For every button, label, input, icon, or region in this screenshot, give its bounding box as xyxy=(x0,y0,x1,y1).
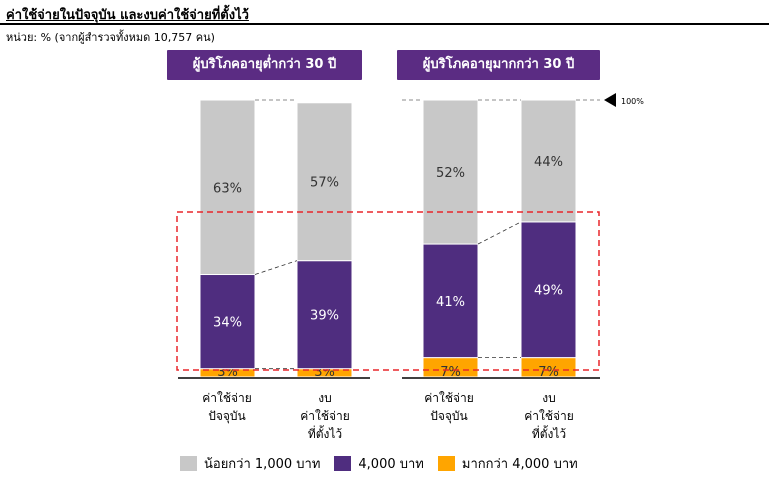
data-label-low-2: 52% xyxy=(436,166,465,181)
legend: น้อยกว่า 1,000 บาท 4,000 บาท มากกว่า 4,0… xyxy=(180,453,592,473)
data-label-high-2: 7% xyxy=(440,365,461,380)
category-label-current-over-30: ค่าใช้จ่าย ปัจจุบัน xyxy=(424,391,474,423)
legend-label-low: น้อยกว่า 1,000 บาท xyxy=(204,456,321,472)
connector-mid-0 xyxy=(254,260,298,275)
title-divider xyxy=(0,23,769,25)
group-label-under-30: ผู้บริโภคอายุต่ำกว่า 30 ปี xyxy=(167,50,362,80)
bar-segment-mid-2 xyxy=(422,243,479,359)
legend-label-high: มากกว่า 4,000 บาท xyxy=(461,456,578,472)
reference-line-label: 100% xyxy=(621,97,644,106)
data-label-high-3: 7% xyxy=(538,365,559,380)
bar-segment-low-2 xyxy=(422,99,479,245)
legend-item-high: มากกว่า 4,000 บาท xyxy=(437,453,578,474)
data-label-low-3: 44% xyxy=(534,155,563,170)
data-label-mid-0: 34% xyxy=(213,316,242,331)
category-label-budget-over-30: งบ ค่าใช้จ่าย ที่ตั้งไว้ xyxy=(524,391,574,441)
category-label-current-under-30: ค่าใช้จ่าย ปัจจุบัน xyxy=(202,391,252,423)
data-label-mid-1: 39% xyxy=(310,309,339,324)
unit-note: หน่วย: % (จากผู้สำรวจทั้งหมด 10,757 คน) xyxy=(6,31,215,44)
legend-item-low: น้อยกว่า 1,000 บาท xyxy=(180,453,320,474)
bar-segment-mid-1 xyxy=(296,260,353,370)
connector-mid-1 xyxy=(477,221,522,245)
reference-marker-icon xyxy=(604,93,616,107)
data-label-mid-3: 49% xyxy=(534,284,563,299)
legend-label-mid: 4,000 บาท xyxy=(358,456,424,472)
data-label-low-1: 57% xyxy=(310,176,339,191)
highlight-box xyxy=(176,211,600,371)
legend-swatch-mid xyxy=(334,455,352,471)
legend-item-mid: 4,000 บาท xyxy=(334,453,424,474)
group-label-over-30: ผู้บริโภคอายุมากกว่า 30 ปี xyxy=(397,50,600,80)
data-label-low-0: 63% xyxy=(213,181,242,196)
legend-swatch-low xyxy=(180,455,197,471)
data-label-mid-2: 41% xyxy=(436,295,465,310)
bar-segment-mid-3 xyxy=(520,221,577,359)
bar-segment-low-0 xyxy=(199,99,256,276)
category-label-budget-under-30: งบ ค่าใช้จ่าย ที่ตั้งไว้ xyxy=(300,391,350,441)
legend-swatch-high xyxy=(437,455,455,471)
page-title: ค่าใช้จ่ายในปัจจุบัน และงบค่าใช้จ่ายที่ต… xyxy=(6,8,249,23)
bar-segment-low-3 xyxy=(520,99,577,223)
bar-segment-low-1 xyxy=(296,102,353,262)
